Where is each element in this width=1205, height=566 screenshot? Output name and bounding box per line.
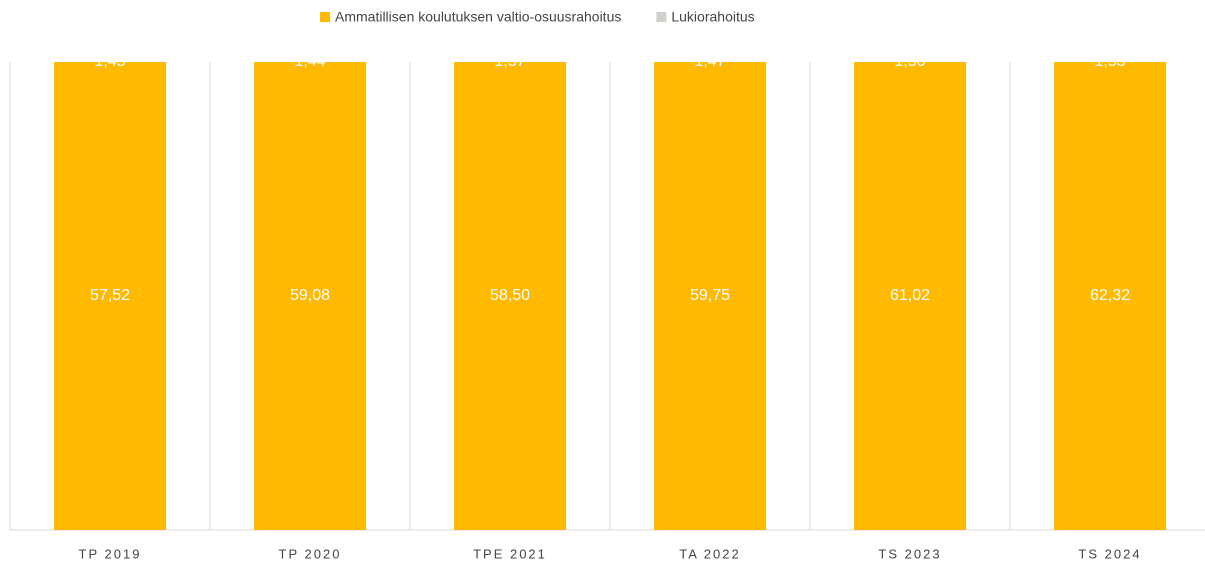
data-label: 58,50 — [490, 287, 530, 304]
x-tick-label: TPE 2021 — [473, 546, 547, 561]
legend-label: Lukiorahoitus — [671, 9, 754, 25]
x-tick-label: TP 2019 — [79, 546, 142, 561]
bar-segment — [654, 62, 766, 530]
bar-segment — [54, 62, 166, 530]
bar-segment — [454, 62, 566, 530]
x-tick-label: TS 2024 — [1078, 546, 1141, 561]
data-label: 59,08 — [290, 287, 330, 304]
legend-swatch — [320, 12, 330, 22]
bar-segment — [1054, 62, 1166, 530]
data-label: 62,32 — [1090, 287, 1130, 304]
bar-segment — [254, 62, 366, 530]
legend-label: Ammatillisen koulutuksen valtio-osuusrah… — [335, 9, 621, 25]
data-label: 1,45 — [94, 53, 125, 70]
bar-segment — [854, 62, 966, 530]
data-label: 59,75 — [690, 287, 730, 304]
x-tick-label: TS 2023 — [878, 546, 941, 561]
data-label: 61,02 — [890, 287, 930, 304]
x-tick-label: TA 2022 — [679, 546, 740, 561]
data-label: 57,52 — [90, 287, 130, 304]
data-label: 1,53 — [1094, 53, 1125, 70]
data-label: 1,47 — [694, 53, 725, 70]
data-label: 1,50 — [894, 53, 925, 70]
data-label: 1,37 — [494, 53, 525, 70]
x-tick-label: TP 2020 — [279, 546, 342, 561]
legend-swatch — [656, 12, 667, 22]
data-label: 1,44 — [294, 53, 325, 70]
